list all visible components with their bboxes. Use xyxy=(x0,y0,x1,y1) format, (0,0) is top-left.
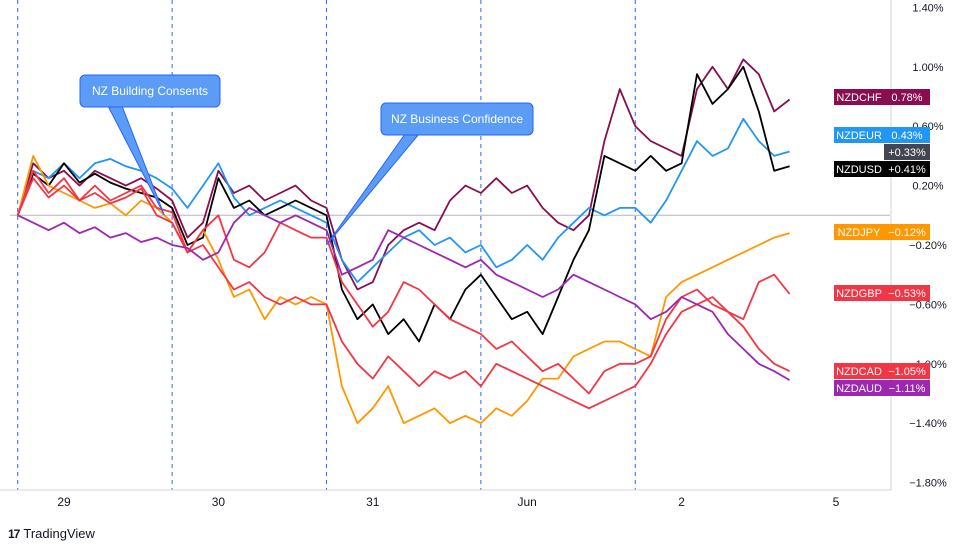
x-tick-label: 2 xyxy=(678,495,685,509)
event-callout[interactable]: NZ Business Confidence xyxy=(326,102,534,246)
series-value-badge xyxy=(884,285,930,301)
series-name-badge xyxy=(834,224,884,240)
series-label-nzdaud[interactable]: NZDAUD −1.11% xyxy=(834,380,930,396)
series-line-nzdgbp xyxy=(16,169,791,395)
y-tick-label: 0.20% xyxy=(912,181,943,193)
x-tick-label: 5 xyxy=(833,495,840,509)
series-name: NZDAUD xyxy=(836,383,882,395)
y-tick-label: −0.60% xyxy=(909,299,947,311)
series-value: −1.11% xyxy=(889,383,926,395)
series-line-nzdjpy xyxy=(16,155,790,425)
series-value: +0.41% xyxy=(888,164,926,176)
series-name-badge xyxy=(834,161,884,177)
series-name-badge xyxy=(834,363,884,379)
callout-box xyxy=(79,74,221,108)
series-name: NZDEUR xyxy=(836,130,882,142)
callout-pointer xyxy=(107,105,165,216)
series-name-badge xyxy=(834,380,884,396)
series-value-badge xyxy=(884,89,930,105)
event-callout[interactable]: NZ Building Consents xyxy=(79,74,221,216)
x-tick-label: 30 xyxy=(212,495,226,509)
extra-price-badge xyxy=(884,144,930,160)
price-axis[interactable]: 1.40%1.00%0.60%0.20%−0.20%−0.60%−1.00%−1… xyxy=(909,2,947,489)
series-value-badge xyxy=(884,161,930,177)
series-value: −0.12% xyxy=(888,227,926,239)
y-tick-label: 1.40% xyxy=(912,2,943,14)
series-value-badge xyxy=(884,380,930,396)
series-name-badge xyxy=(834,285,884,301)
series-name: NZDGBP xyxy=(836,288,882,300)
y-tick-label: −0.20% xyxy=(909,240,947,252)
series-value: −0.53% xyxy=(888,288,926,300)
series-line-nzdcad xyxy=(16,177,790,410)
extra-price-label: +0.33% xyxy=(884,144,930,160)
series-label-nzdeur[interactable]: NZDEUR 0.43% xyxy=(834,127,930,143)
series-value-badge xyxy=(884,363,930,379)
x-tick-label: Jun xyxy=(518,495,537,509)
tradingview-logo-icon: 17 xyxy=(8,526,20,541)
brand-name: TradingView xyxy=(23,526,95,541)
y-tick-label: 1.00% xyxy=(912,62,943,74)
event-callouts: NZ Building Consents NZ Business Confiden… xyxy=(79,74,534,246)
footer-branding[interactable]: 17 TradingView xyxy=(8,526,95,541)
series-name-badge xyxy=(834,127,884,143)
series-price-labels: NZDCHF 0.78% NZDEUR 0.43% NZDUSD +0.41% NZDJPY… xyxy=(834,89,930,396)
series-label-nzdjpy[interactable]: NZDJPY −0.12% xyxy=(834,224,930,240)
series-name: NZDUSD xyxy=(836,164,882,176)
series-value-badge xyxy=(884,127,930,143)
callout-text: NZ Business Confidence xyxy=(391,112,523,126)
callout-pointer xyxy=(326,133,421,246)
x-tick-label: 29 xyxy=(57,495,71,509)
series-label-nzdcad[interactable]: NZDCAD −1.05% xyxy=(834,363,930,379)
series-line-nzdaud xyxy=(17,207,791,381)
series-value-badge xyxy=(884,224,930,240)
series-name: NZDCAD xyxy=(836,366,882,378)
series-label-nzdgbp[interactable]: NZDGBP −0.53% xyxy=(834,285,930,301)
series-value: 0.43% xyxy=(891,130,922,142)
series-name: NZDJPY xyxy=(838,227,881,239)
series-name: NZDCHF xyxy=(836,92,881,104)
series-label-nzdusd[interactable]: NZDUSD +0.41% xyxy=(834,161,930,177)
series-value: 0.78% xyxy=(891,92,922,104)
y-tick-label: −1.40% xyxy=(909,418,947,430)
series-line-nzdchf xyxy=(16,58,791,291)
time-axis[interactable]: 29 30 31 Jun 2 5 xyxy=(57,495,839,509)
extra-price-value: +0.33% xyxy=(888,147,926,159)
callout-text: NZ Building Consents xyxy=(92,84,208,98)
callout-box xyxy=(380,102,534,136)
series-value: −1.05% xyxy=(888,366,926,378)
y-tick-label: −1.80% xyxy=(909,478,947,490)
series-name-badge xyxy=(834,89,884,105)
x-tick-label: 31 xyxy=(366,495,380,509)
series-label-nzdchf[interactable]: NZDCHF 0.78% xyxy=(834,89,930,105)
